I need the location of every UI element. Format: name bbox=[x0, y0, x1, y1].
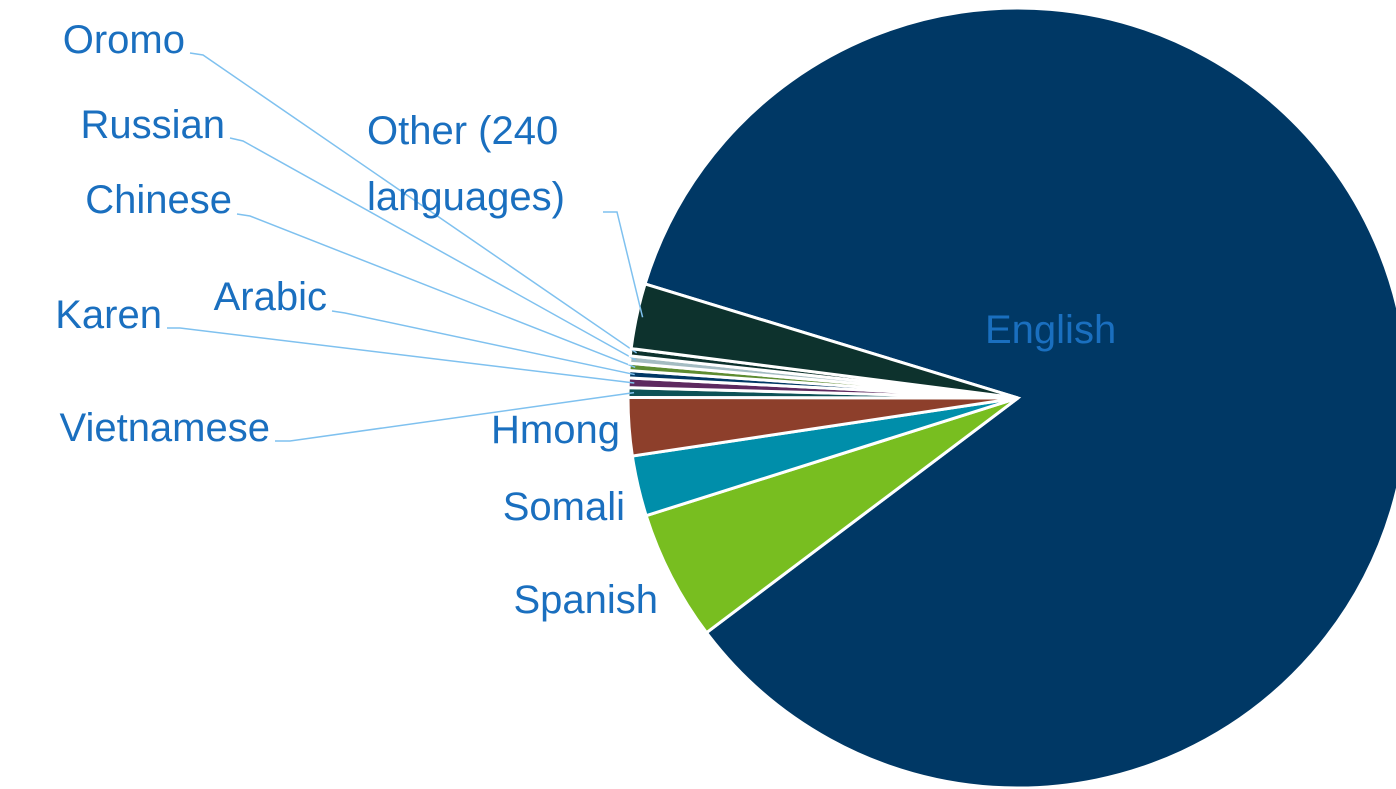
leader-line bbox=[603, 211, 644, 318]
slice-label: Arabic bbox=[213, 275, 327, 319]
pie-slice bbox=[644, 396, 1019, 635]
leader-line bbox=[167, 327, 635, 384]
leader-line bbox=[236, 213, 636, 369]
pie-slice bbox=[643, 6, 1396, 789]
slice-label: Hmong bbox=[491, 408, 620, 452]
leader-line bbox=[275, 391, 635, 442]
slice-label: Other (240 languages) bbox=[367, 109, 565, 219]
slice-label: Vietnamese bbox=[59, 406, 270, 450]
slice-label: Karen bbox=[55, 293, 162, 337]
slice-label: Oromo bbox=[62, 18, 185, 62]
slice-label: Spanish bbox=[513, 578, 658, 622]
leader-line bbox=[331, 310, 635, 376]
leader-line bbox=[229, 137, 637, 361]
leader-line bbox=[189, 52, 638, 354]
pie-slice bbox=[629, 282, 1019, 400]
slice-label: Russian bbox=[80, 103, 225, 147]
slice-label: Chinese bbox=[85, 178, 232, 222]
slice-label: Somali bbox=[502, 485, 625, 529]
slice-label: English bbox=[985, 308, 1117, 352]
